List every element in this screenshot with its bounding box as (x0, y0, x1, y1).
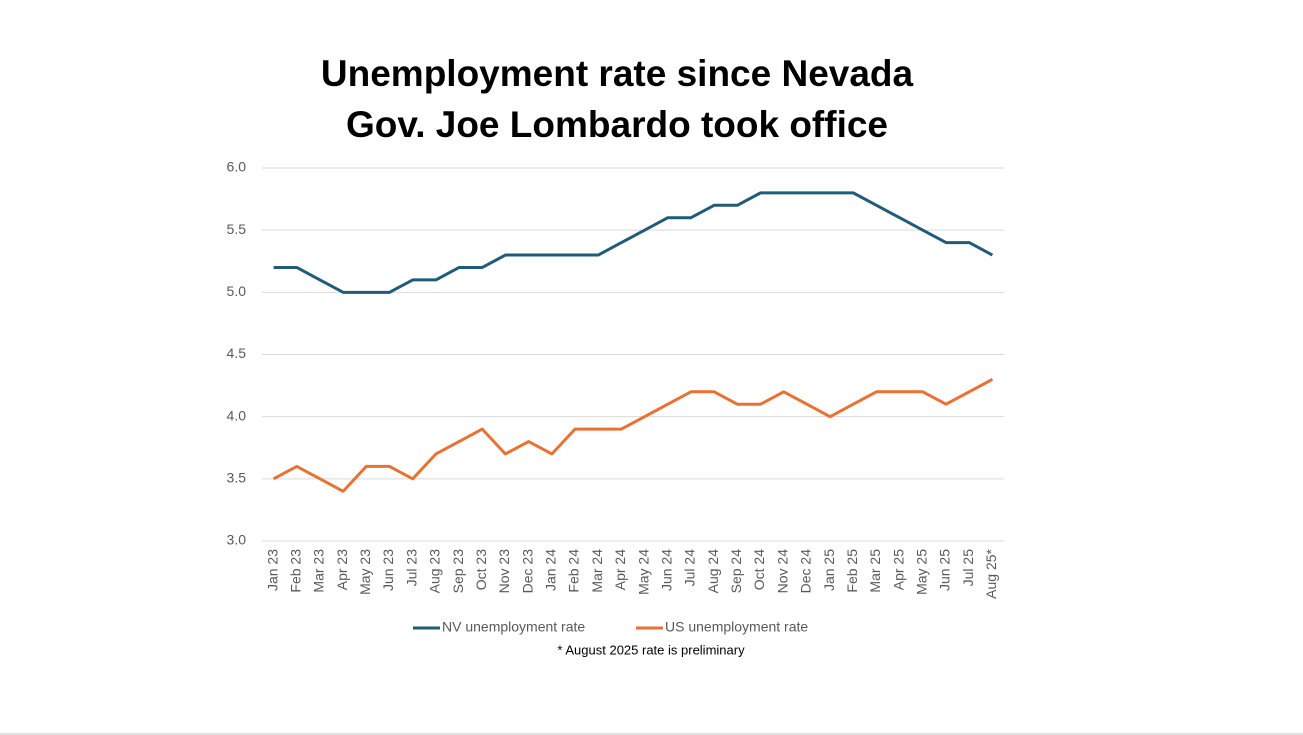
x-tick-label: Jan 23 (264, 549, 280, 591)
y-tick-label: 6.0 (227, 159, 247, 175)
x-tick-label: Oct 23 (473, 549, 489, 590)
x-tick-label: Dec 23 (519, 549, 535, 594)
x-tick-label: Apr 25 (890, 549, 906, 590)
footnote: * August 2025 rate is preliminary (557, 642, 745, 657)
series-line (272, 378, 994, 493)
x-tick-label: Sep 23 (450, 549, 466, 594)
chart-title: Unemployment rate since Nevada Gov. Joe … (320, 53, 914, 145)
y-tick-label: 4.0 (227, 407, 247, 423)
x-tick-label: Oct 24 (751, 549, 767, 590)
y-tick-label: 4.5 (227, 345, 247, 361)
y-tick-label: 5.5 (227, 221, 247, 237)
x-tick-label: Mar 23 (311, 549, 327, 593)
x-tick-label: Sep 24 (728, 549, 744, 594)
y-tick-label: 5.0 (227, 283, 247, 299)
x-tick-label: Nov 24 (774, 549, 790, 594)
x-tick-label: Aug 24 (705, 549, 721, 594)
x-tick-label: Jun 24 (658, 549, 674, 591)
y-tick-label: 3.5 (227, 470, 247, 486)
x-tick-label: May 23 (357, 549, 373, 595)
x-tick-label: May 25 (914, 549, 930, 595)
series-line (273, 191, 994, 294)
x-tick-label: Jul 25 (960, 549, 976, 587)
x-tick-label: Aug 25* (983, 548, 999, 598)
y-tick-label: 3.0 (227, 532, 247, 548)
x-tick-label: May 24 (635, 549, 651, 595)
x-tick-label: Jul 23 (403, 549, 419, 587)
legend-label: US unemployment rate (665, 619, 808, 635)
x-tick-label: Nov 23 (496, 549, 512, 594)
x-tick-label: Apr 24 (612, 549, 628, 590)
x-tick-label: Feb 23 (287, 549, 303, 593)
x-tick-label: Dec 24 (798, 549, 814, 594)
x-tick-label: Jan 24 (543, 549, 559, 591)
x-tick-label: Mar 25 (867, 549, 883, 593)
x-tick-label: Jun 23 (380, 549, 396, 591)
x-tick-label: Feb 24 (566, 549, 582, 593)
x-tick-label: Feb 25 (844, 549, 860, 593)
x-tick-label: Jan 25 (821, 549, 837, 591)
x-tick-label: Mar 24 (589, 549, 605, 593)
x-tick-label: Jul 24 (682, 549, 698, 587)
x-tick-label: Aug 23 (427, 549, 443, 594)
x-tick-label: Apr 23 (334, 549, 350, 590)
legend-label: NV unemployment rate (442, 619, 585, 635)
x-tick-label: Jun 25 (937, 549, 953, 591)
